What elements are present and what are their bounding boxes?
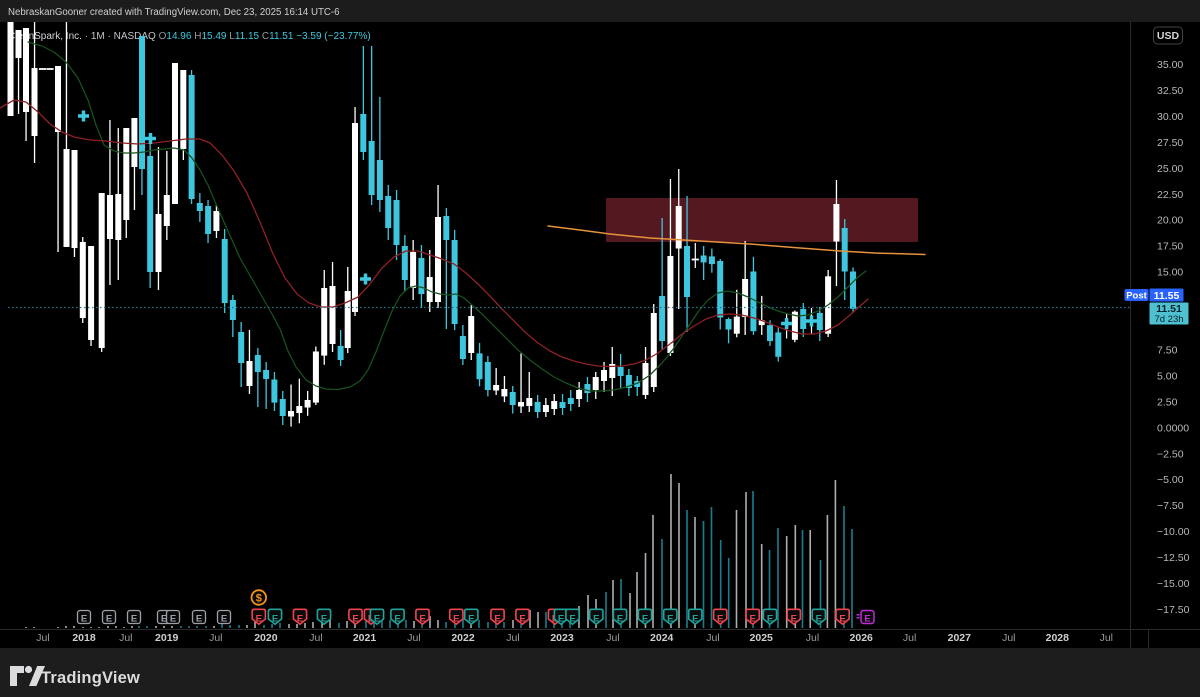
svg-text:2022: 2022 (451, 632, 475, 644)
svg-text:E: E (196, 614, 202, 625)
svg-text:11.55: 11.55 (1154, 290, 1180, 302)
svg-text:Jul: Jul (806, 632, 819, 644)
svg-text:Jul: Jul (1002, 632, 1015, 644)
svg-text:Jul: Jul (903, 632, 916, 644)
svg-text:E: E (321, 614, 327, 625)
svg-text:E: E (569, 614, 575, 625)
svg-text:7d 23h: 7d 23h (1154, 314, 1183, 325)
svg-text:E: E (767, 614, 773, 625)
svg-text:22.50: 22.50 (1157, 189, 1183, 201)
svg-text:2019: 2019 (155, 632, 179, 644)
svg-text:E: E (419, 614, 425, 625)
svg-text:E: E (558, 614, 564, 625)
svg-text:E: E (519, 614, 525, 625)
svg-text:35.00: 35.00 (1157, 59, 1183, 71)
svg-text:−5.00: −5.00 (1157, 474, 1184, 486)
svg-text:−15.00: −15.00 (1157, 578, 1190, 590)
svg-text:30.00: 30.00 (1157, 111, 1183, 123)
svg-text:E: E (394, 614, 400, 625)
svg-text:E: E (106, 614, 112, 625)
svg-text:Jul: Jul (606, 632, 619, 644)
svg-text:Jul: Jul (506, 632, 519, 644)
svg-text:E: E (717, 614, 723, 625)
svg-text:$: $ (256, 593, 262, 605)
svg-text:2028: 2028 (1046, 632, 1070, 644)
svg-text:E: E (221, 614, 227, 625)
svg-text:2027: 2027 (948, 632, 972, 644)
svg-text:E: E (692, 614, 698, 625)
svg-text:E: E (374, 614, 380, 625)
svg-text:Jul: Jul (119, 632, 132, 644)
svg-text:2023: 2023 (550, 632, 574, 644)
svg-text:E: E (468, 614, 474, 625)
svg-text:E: E (256, 614, 262, 625)
svg-text:2.50: 2.50 (1157, 396, 1178, 408)
svg-text:E: E (161, 614, 167, 625)
svg-text:11.51: 11.51 (1156, 303, 1182, 315)
svg-text:CleanSpark, Inc. · 1M · NASDAQ: CleanSpark, Inc. · 1M · NASDAQ O14.96 H1… (8, 31, 371, 42)
svg-text:−17.50: −17.50 (1157, 604, 1190, 616)
svg-text:20.00: 20.00 (1157, 215, 1183, 227)
svg-text:E: E (593, 614, 599, 625)
svg-text:Jul: Jul (706, 632, 719, 644)
svg-text:15.00: 15.00 (1157, 267, 1183, 279)
svg-text:27.50: 27.50 (1157, 137, 1183, 149)
svg-text:Jul: Jul (407, 632, 420, 644)
svg-text:−2.50: −2.50 (1157, 448, 1184, 460)
svg-text:2025: 2025 (750, 632, 774, 644)
svg-text:E: E (494, 614, 500, 625)
svg-text:Jul: Jul (36, 632, 49, 644)
svg-text:7.50: 7.50 (1157, 345, 1178, 357)
svg-text:E: E (297, 614, 303, 625)
svg-text:Post: Post (1126, 291, 1147, 302)
svg-text:25.00: 25.00 (1157, 163, 1183, 175)
svg-text:Jul: Jul (309, 632, 322, 644)
svg-text:E: E (272, 614, 278, 625)
svg-text:E: E (170, 614, 176, 625)
svg-text:2024: 2024 (650, 632, 674, 644)
svg-text:E: E (642, 614, 648, 625)
svg-text:E: E (864, 614, 870, 625)
svg-text:E: E (667, 614, 673, 625)
svg-text:5.00: 5.00 (1157, 370, 1178, 382)
svg-text:2018: 2018 (72, 632, 96, 644)
svg-text:E: E (131, 614, 137, 625)
svg-text:NebraskanGooner created with T: NebraskanGooner created with TradingView… (8, 7, 340, 18)
svg-text:−7.50: −7.50 (1157, 500, 1184, 512)
svg-text:32.50: 32.50 (1157, 85, 1183, 97)
svg-text:2020: 2020 (254, 632, 278, 644)
svg-text:E: E (791, 614, 797, 625)
svg-text:2026: 2026 (850, 632, 874, 644)
svg-text:E: E (453, 614, 459, 625)
svg-text:USD: USD (1157, 30, 1180, 42)
svg-text:−12.50: −12.50 (1157, 552, 1190, 564)
svg-text:E: E (617, 614, 623, 625)
svg-text:−10.00: −10.00 (1157, 526, 1190, 538)
svg-text:E: E (81, 614, 87, 625)
svg-text:Jul: Jul (209, 632, 222, 644)
svg-text:E: E (816, 614, 822, 625)
svg-text:Jul: Jul (1100, 632, 1113, 644)
svg-text:E: E (750, 614, 756, 625)
svg-text:E: E (839, 614, 845, 625)
svg-text:E: E (352, 614, 358, 625)
svg-text:TradingView: TradingView (41, 669, 140, 687)
svg-text:17.50: 17.50 (1157, 241, 1183, 253)
svg-text:2021: 2021 (353, 632, 377, 644)
svg-text:0.0000: 0.0000 (1157, 422, 1189, 434)
